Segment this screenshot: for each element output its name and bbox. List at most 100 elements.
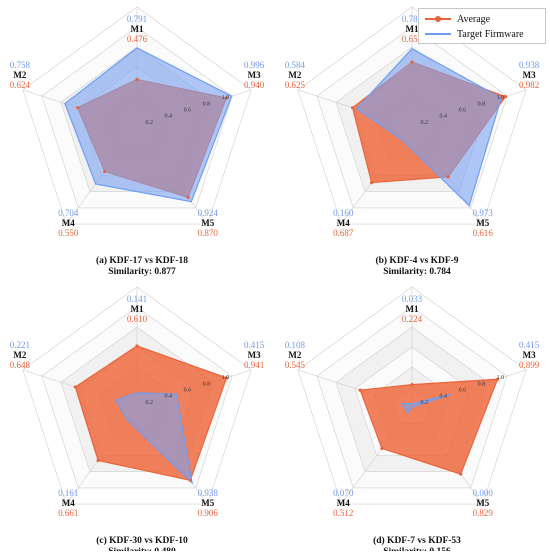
series-average-point — [224, 96, 228, 100]
axis-average-value: 0.829 — [473, 508, 494, 518]
panel-similarity: Similarity: 0.784 — [383, 267, 451, 277]
axis-label: M1 — [406, 24, 419, 34]
axis-average-value: 0.941 — [244, 360, 264, 370]
axis-average-value: 0.648 — [10, 360, 31, 370]
axis-target-value: 0.415 — [244, 340, 265, 350]
series-average-point — [503, 95, 507, 99]
legend-item-average: Average — [425, 12, 490, 26]
axis-target-value: 0.033 — [402, 294, 423, 304]
series-target-area — [64, 47, 233, 203]
axis-target-value: 0.791 — [127, 14, 147, 24]
radial-tick-label: 0.8 — [203, 101, 211, 107]
legend-item-target: Target Firmware — [425, 27, 524, 41]
series-average-point — [370, 180, 374, 185]
radial-tick-label: 0.4 — [165, 114, 173, 120]
axis-label: M3 — [523, 70, 536, 80]
series-average-point — [135, 344, 139, 348]
panel-similarity: Similarity: 0.480 — [108, 547, 176, 551]
radial-tick-label: 0.2 — [146, 400, 154, 406]
series-average-point — [350, 106, 355, 110]
series-average-point — [73, 385, 77, 389]
axis-label: M5 — [201, 498, 214, 508]
axis-target-value: 0.758 — [10, 60, 31, 70]
axis-target-value: 0.161 — [58, 488, 78, 498]
axis-target-value: 0.584 — [285, 60, 306, 70]
axis-label: M2 — [13, 350, 26, 360]
axis-label: M5 — [201, 218, 214, 228]
axis-label: M1 — [131, 304, 144, 314]
axis-target-value: 0.704 — [58, 208, 79, 218]
axis-target-value: 0.924 — [198, 208, 219, 218]
axis-label: M4 — [337, 498, 350, 508]
series-average-point — [495, 377, 500, 381]
axis-target-value: 0.782 — [402, 14, 422, 24]
series-average-point — [224, 376, 229, 380]
axis-target-value: 0.000 — [473, 488, 494, 498]
axis-average-value: 0.545 — [285, 360, 306, 370]
radial-tick-label: 1.0 — [497, 95, 505, 101]
series-target-area — [400, 393, 452, 414]
radial-tick-label: 0.8 — [478, 101, 486, 107]
radial-tick-label: 0.6 — [184, 107, 192, 113]
series-average-point — [410, 383, 414, 387]
axis-target-value: 0.070 — [333, 488, 354, 498]
series-average-area — [359, 378, 499, 475]
series-average-point — [186, 195, 190, 199]
axis-target-value: 0.938 — [198, 488, 219, 498]
radial-tick-label: 0.2 — [146, 120, 154, 126]
axis-label: M5 — [476, 218, 489, 228]
axis-average-value: 0.899 — [519, 360, 540, 370]
axis-average-value: 0.661 — [58, 508, 78, 518]
series-target-area — [115, 392, 194, 485]
axis-average-value: 0.870 — [198, 228, 219, 238]
legend: Average Target Firmware — [418, 8, 546, 44]
axis-target-value: 0.221 — [10, 340, 30, 350]
axis-label: M4 — [62, 218, 75, 228]
series-average-point — [459, 472, 463, 476]
radial-tick-label: 0.4 — [440, 114, 448, 120]
outer-ring — [22, 286, 252, 505]
axis-target-value: 0.141 — [127, 294, 147, 304]
axis-target-value: 0.996 — [244, 60, 265, 70]
outer-ring — [22, 6, 252, 225]
axis-average-value: 0.982 — [519, 80, 539, 90]
radial-tick-label: 1.0 — [222, 95, 230, 101]
radial-tick-label: 0.2 — [421, 120, 429, 126]
radial-tick-label: 0.6 — [459, 387, 467, 393]
axis-label: M2 — [288, 70, 301, 80]
axis-average-value: 0.906 — [198, 508, 219, 518]
series-average-point — [410, 60, 414, 64]
axis-label: M5 — [476, 498, 489, 508]
series-average-point — [135, 77, 139, 81]
series-average-point — [446, 175, 450, 179]
panel-similarity: Similarity: 0.156 — [383, 547, 451, 551]
legend-label-target: Target Firmware — [457, 28, 524, 40]
series-average-point — [188, 478, 192, 482]
axis-label: M3 — [248, 70, 261, 80]
axis-label: M1 — [131, 24, 144, 34]
axis-label: M2 — [13, 70, 26, 80]
axis-target-value: 0.415 — [519, 340, 540, 350]
radial-tick-label: 1.0 — [497, 375, 505, 381]
series-average-point — [103, 169, 107, 174]
axis-label: M4 — [62, 498, 75, 508]
axis-average-value: 0.610 — [127, 314, 148, 324]
legend-label-average: Average — [457, 13, 491, 25]
outer-ring — [297, 6, 527, 225]
radial-tick-label: 0.8 — [203, 381, 211, 387]
legend-swatch-target — [425, 29, 451, 39]
axis-target-value: 0.160 — [333, 208, 354, 218]
axis-average-value: 0.616 — [473, 228, 494, 238]
radial-tick-label: 0.6 — [184, 387, 192, 393]
axis-label: M1 — [406, 304, 419, 314]
axis-average-value: 0.940 — [244, 80, 265, 90]
axis-average-value: 0.624 — [10, 80, 31, 90]
radial-tick-label: 0.4 — [440, 394, 448, 400]
axis-average-value: 0.650 — [402, 34, 423, 44]
